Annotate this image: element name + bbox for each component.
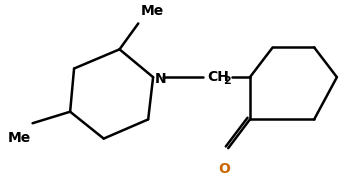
Text: Me: Me xyxy=(140,4,164,18)
Text: Me: Me xyxy=(7,131,31,145)
Text: O: O xyxy=(218,162,230,176)
Text: 2: 2 xyxy=(223,76,231,86)
Text: N: N xyxy=(155,72,167,86)
Text: CH: CH xyxy=(208,70,229,84)
